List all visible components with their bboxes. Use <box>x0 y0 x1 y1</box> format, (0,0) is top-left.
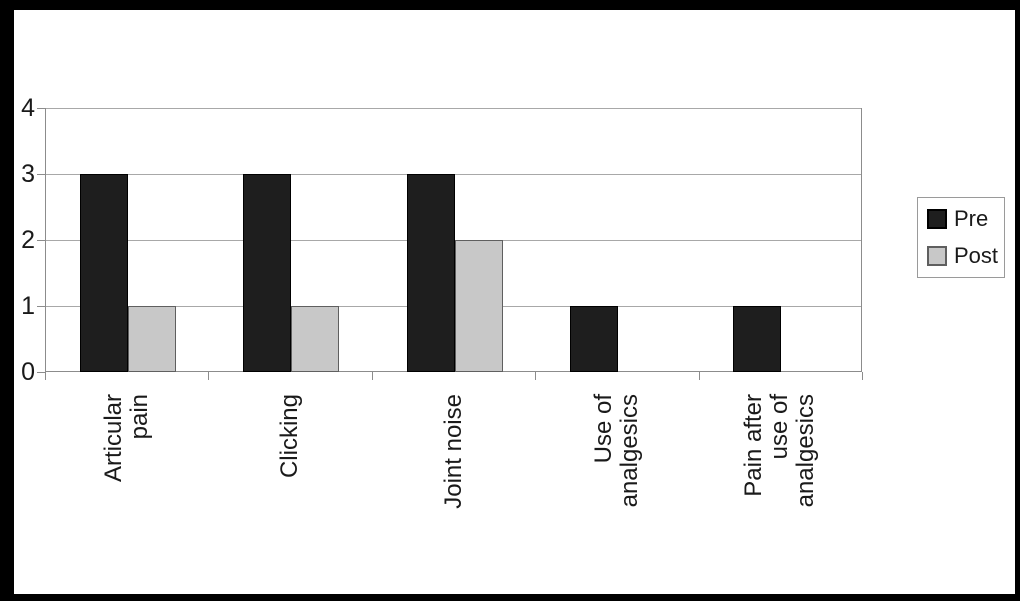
category-label-4: Pain after use of analgesics <box>740 394 820 554</box>
category-label-line: Use of <box>589 394 617 464</box>
y-tick-label-2: 2 <box>21 226 35 254</box>
x-tick-5 <box>862 372 863 380</box>
y-tick-label-3: 3 <box>21 160 35 188</box>
category-label-line: Pain after <box>740 394 768 497</box>
category-label-line: use of <box>766 394 794 460</box>
bar-pre-3 <box>569 306 618 372</box>
category-label-0: Articular pain <box>99 394 153 554</box>
category-label-1: Clicking <box>276 394 304 554</box>
bar-post-2 <box>454 240 503 372</box>
chart-canvas: 0 1 2 3 4 Articular pain Clicking Joint noise Us… <box>14 10 1015 594</box>
y-tick-4 <box>37 108 45 109</box>
legend-item-post: Post <box>927 243 1004 269</box>
x-tick-1 <box>208 372 210 380</box>
legend-label-post: Post <box>954 243 999 268</box>
category-label-line: analgesics <box>615 394 643 508</box>
category-label-2: Joint noise <box>439 394 467 554</box>
y-tick-3 <box>37 174 45 175</box>
legend-label-pre: Pre <box>954 206 989 231</box>
bar-pre-4 <box>733 306 782 372</box>
y-tick-label-0: 0 <box>21 358 35 386</box>
x-tick-4 <box>698 372 700 380</box>
bar-pre-2 <box>406 174 455 372</box>
x-tick-0 <box>45 372 46 380</box>
bar-pre-0 <box>79 174 128 372</box>
category-label-line: Articular <box>99 394 127 483</box>
legend-item-pre: Pre <box>927 206 1004 232</box>
category-label-line: pain <box>125 394 153 440</box>
legend: Pre Post <box>917 197 1005 278</box>
category-label-line: Joint noise <box>439 394 467 509</box>
category-label-line: analgesics <box>792 394 820 508</box>
bar-post-1 <box>291 306 340 372</box>
y-tick-0 <box>37 372 45 373</box>
bar-pre-1 <box>243 174 292 372</box>
pre-series-swatch <box>927 209 947 229</box>
category-label-3: Use of analgesics <box>589 394 643 554</box>
x-tick-2 <box>371 372 373 380</box>
y-tick-label-4: 4 <box>21 94 35 122</box>
y-tick-1 <box>37 306 45 307</box>
bar-post-0 <box>127 306 176 372</box>
y-tick-label-1: 1 <box>21 292 35 320</box>
post-series-swatch <box>927 246 947 266</box>
gridline-y-4 <box>46 108 861 109</box>
x-tick-3 <box>535 372 537 380</box>
category-label-line: Clicking <box>276 394 304 479</box>
plot-area <box>45 108 862 372</box>
y-tick-2 <box>37 240 45 241</box>
